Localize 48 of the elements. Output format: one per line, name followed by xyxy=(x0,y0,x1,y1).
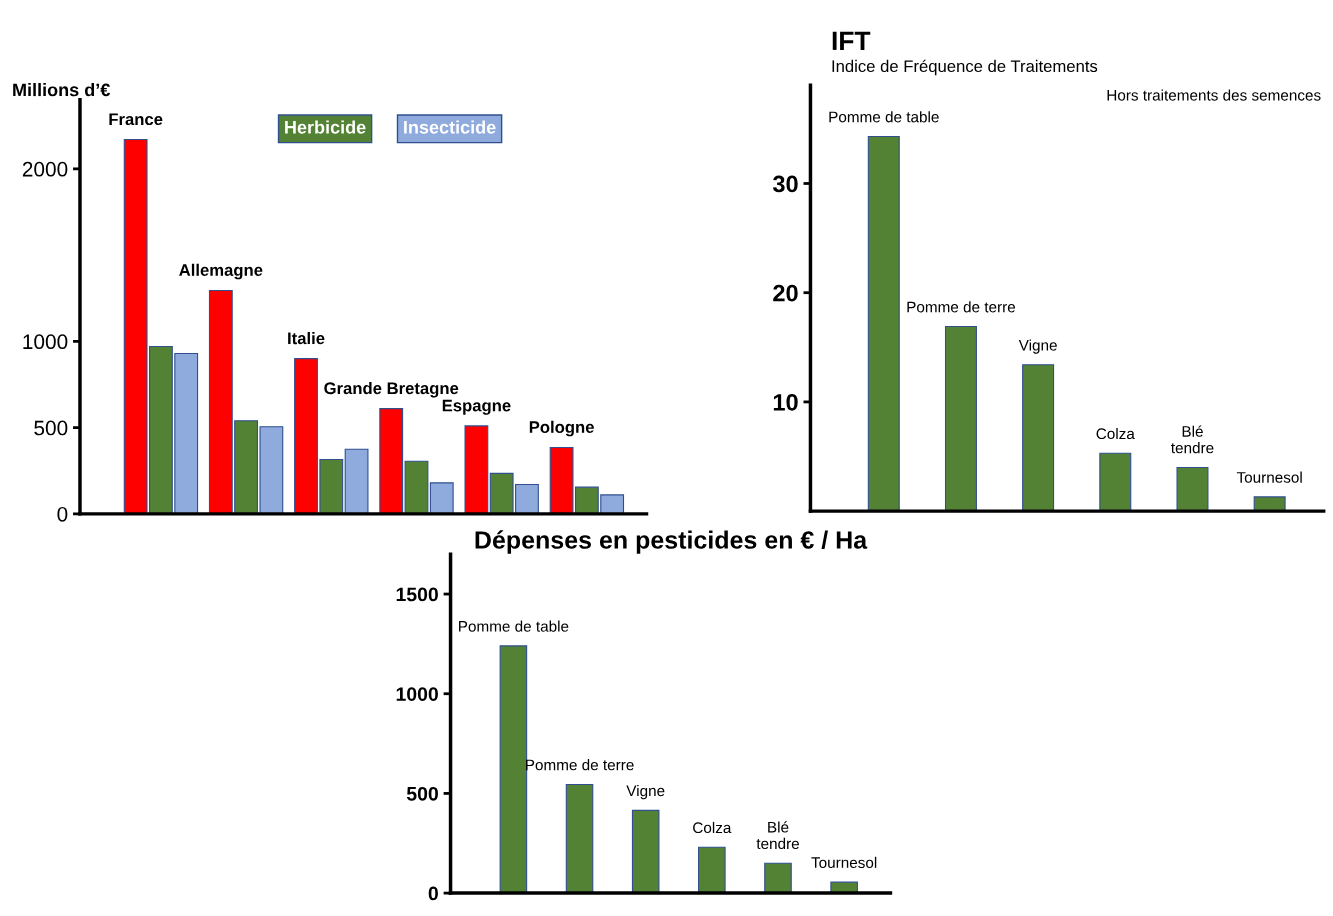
x-tick-label: Blé tendre xyxy=(756,821,799,850)
bar xyxy=(429,482,454,514)
y-tick-label: 2000 xyxy=(22,161,68,177)
chart-title: IFT xyxy=(832,31,871,50)
chart-subtitle: Indice de Fréquence de Traitements xyxy=(832,59,1098,76)
x-tick-label: Allemagne xyxy=(179,263,263,280)
y-tick-label: 1000 xyxy=(396,687,438,701)
bar xyxy=(631,809,660,894)
bar xyxy=(1022,364,1055,512)
y-axis-title: Millions d’€ xyxy=(13,83,110,97)
x-tick-label: Italie xyxy=(288,331,325,345)
y-tick-label: 20 xyxy=(773,284,798,302)
x-tick-label: Colza xyxy=(1096,427,1135,440)
x-tick-label: Blé tendre xyxy=(1171,425,1214,454)
y-tick-label: 10 xyxy=(773,393,798,411)
y-tick-label: 0 xyxy=(57,506,68,522)
x-tick-label: Vigne xyxy=(1018,339,1057,354)
y-tick-label: 1500 xyxy=(396,587,438,602)
x-tick-label: Tournesol xyxy=(1236,471,1302,483)
bar xyxy=(344,448,369,514)
x-tick-label: France xyxy=(109,113,163,126)
bar xyxy=(565,783,594,894)
x-tick-label: Grande Bretagne xyxy=(324,381,459,398)
text: Herbicide xyxy=(285,120,366,134)
bar xyxy=(464,425,489,514)
x-tick-label: Pomme de table xyxy=(829,111,939,123)
bar xyxy=(944,325,977,512)
y-tick-label: 500 xyxy=(406,786,438,801)
text: Insecticide xyxy=(404,120,496,134)
x-tick-label: Colza xyxy=(693,821,732,834)
x-tick-label: Vigne xyxy=(626,785,665,800)
x-tick-label: Pologne xyxy=(529,420,594,437)
y-tick-label: 0 xyxy=(428,886,438,901)
bar xyxy=(698,846,726,894)
y-tick-label: 1000 xyxy=(23,334,68,350)
chart-title: Dépenses en pesticides en € / Ha xyxy=(475,530,868,554)
y-tick-label: 30 xyxy=(772,175,798,193)
bar xyxy=(1176,466,1209,512)
bar xyxy=(764,862,792,894)
bar xyxy=(499,645,528,894)
x-tick-label: Tournesol xyxy=(811,856,877,868)
bar xyxy=(1099,452,1132,512)
x-tick-label: Pomme de terre xyxy=(907,301,1016,313)
bar xyxy=(867,135,900,512)
y-tick-label: 500 xyxy=(34,420,68,436)
x-tick-label: Pomme de table xyxy=(459,620,569,632)
annotation: Hors traitements des semences xyxy=(1107,89,1321,101)
x-tick-label: Espagne xyxy=(442,399,511,415)
